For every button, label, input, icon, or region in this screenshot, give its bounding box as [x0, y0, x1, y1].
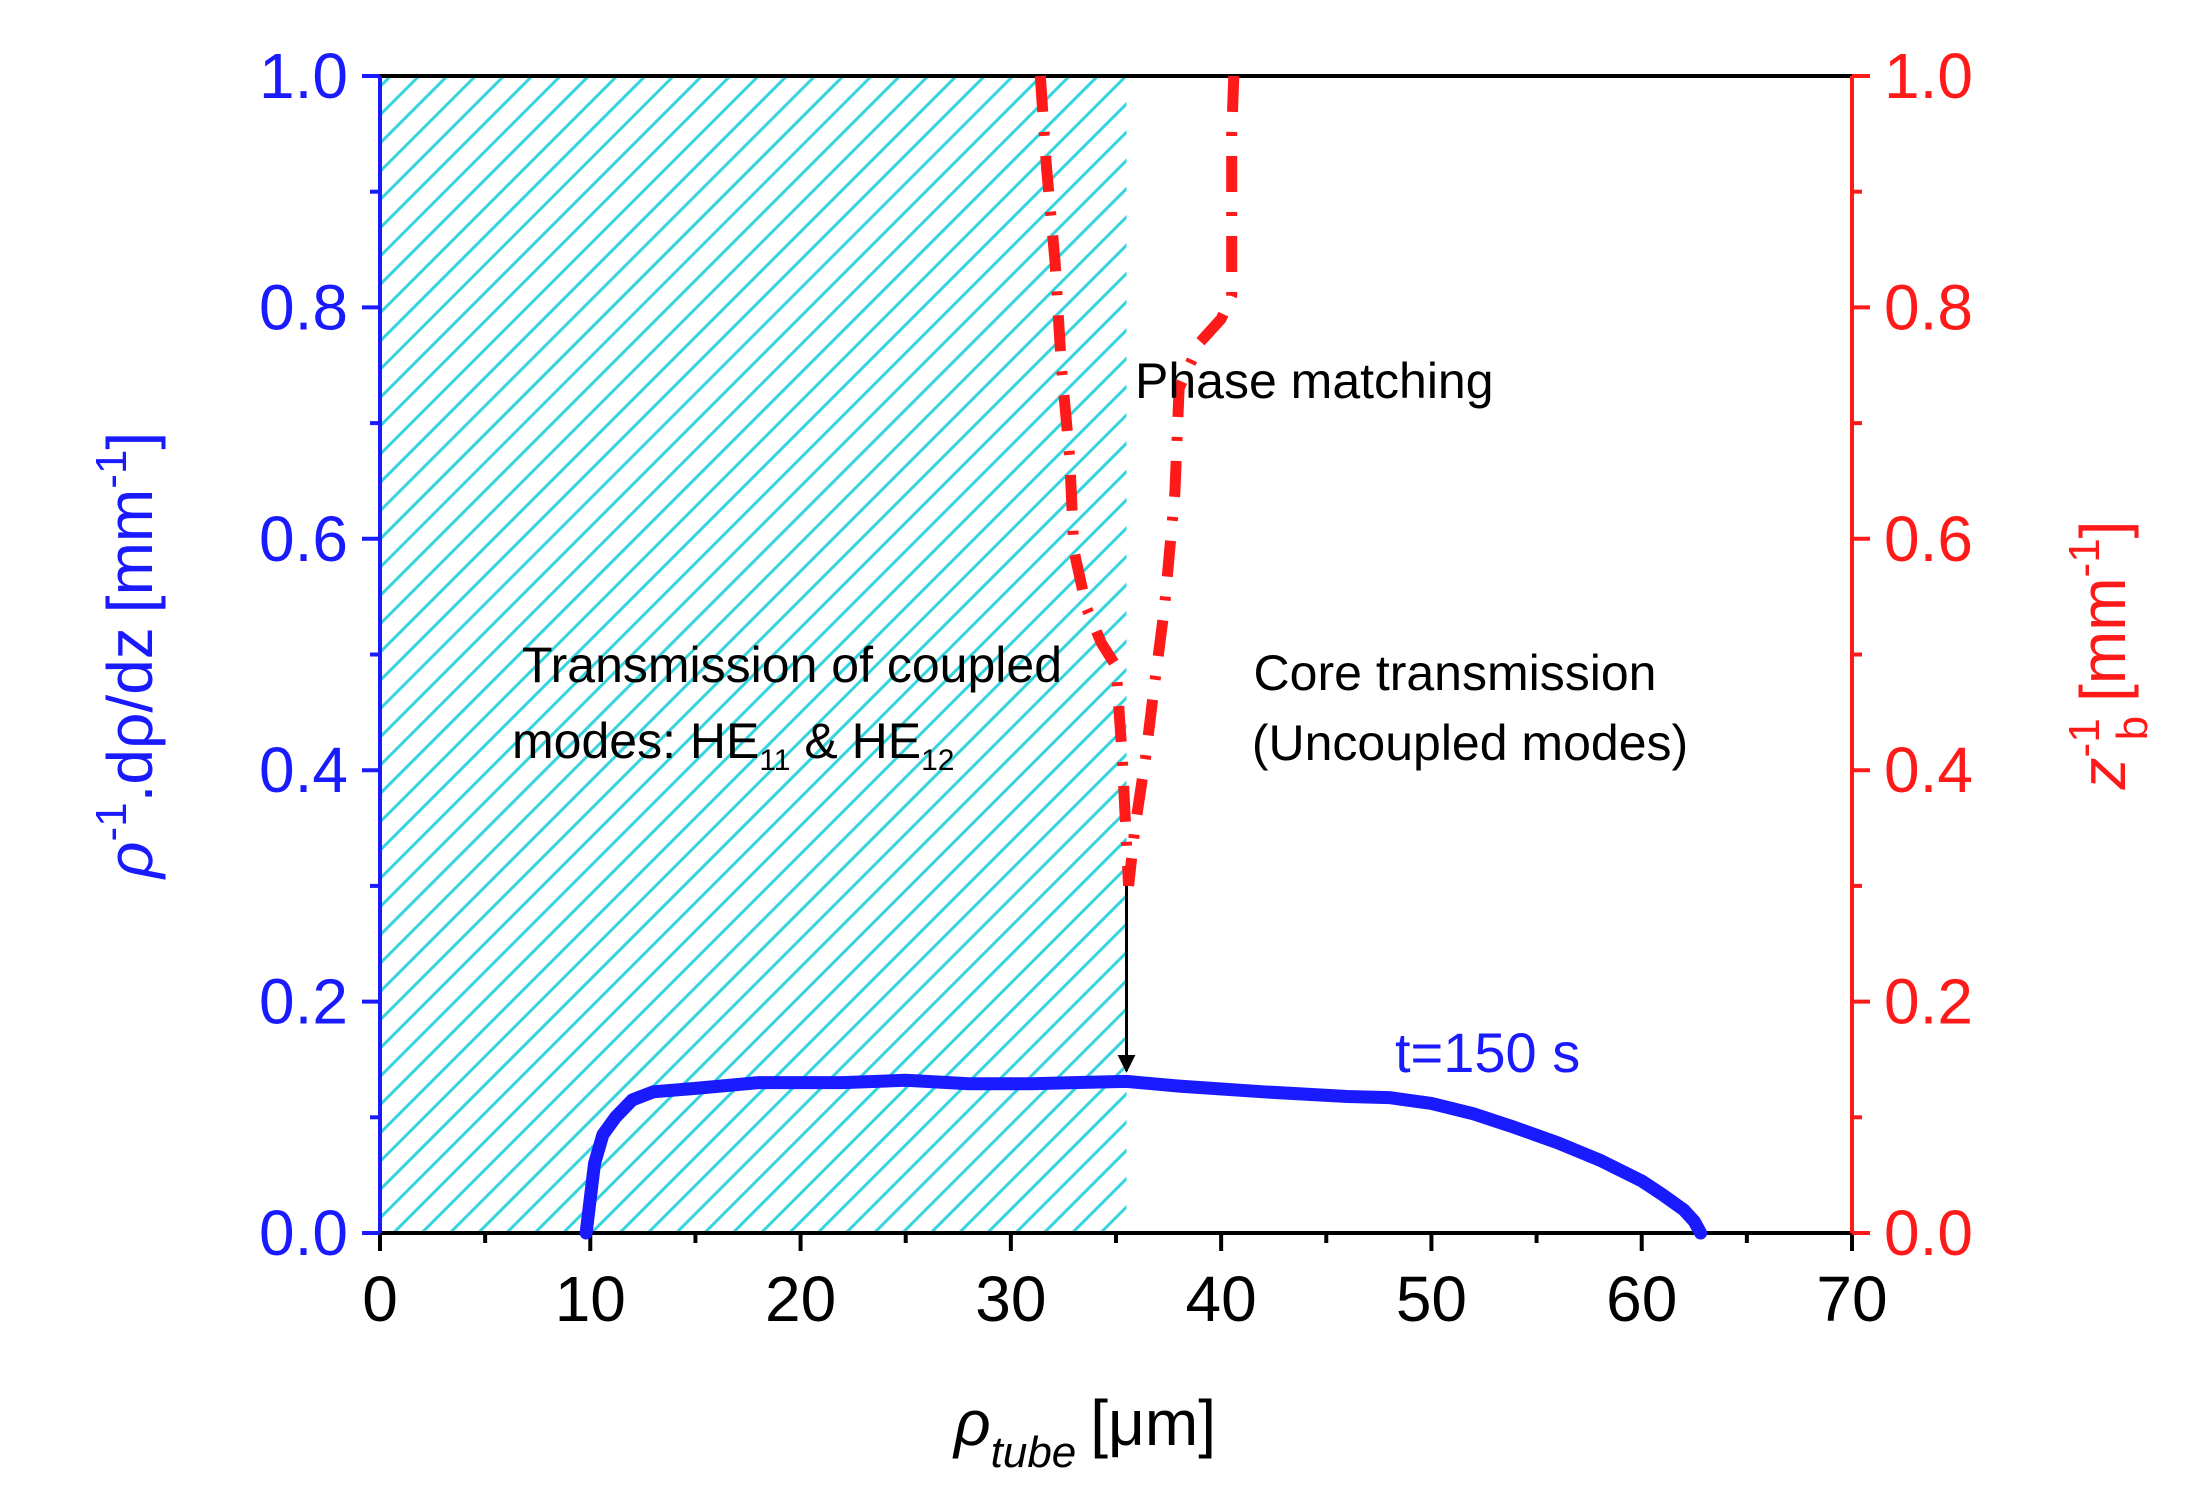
x-tick-label: 40 — [1186, 1263, 1257, 1335]
y-right-tick-label: 0.0 — [1884, 1197, 1973, 1269]
x-tick-label: 30 — [975, 1263, 1046, 1335]
y-right-title-unit-open: [mm — [2067, 577, 2139, 701]
coupled-modes-sub2: 12 — [921, 744, 954, 777]
y-right-tick-label: 0.2 — [1884, 966, 1973, 1038]
y-right-tick-label: 0.6 — [1884, 503, 1973, 575]
annotation-core-transmission-line1: Core transmission — [1254, 645, 1657, 701]
x-tick-label: 70 — [1816, 1263, 1887, 1335]
y-right-axis-title: z-1b[mm-1] — [2060, 521, 2157, 791]
y-right-tick-label: 0.8 — [1884, 271, 1973, 343]
x-tick-label: 10 — [555, 1263, 626, 1335]
y-left-tick-label: 0.0 — [259, 1197, 348, 1269]
series-layer — [579, 75, 1708, 1240]
y-right-title-unit-close: ] — [2067, 521, 2139, 539]
y-left-title-mid: .dρ/dz — [94, 627, 166, 802]
x-axis-title-unit: [μm] — [1090, 1387, 1216, 1459]
x-tick-label: 0 — [362, 1263, 398, 1335]
x-axis-ticks: 0 10 20 30 40 50 60 70 — [362, 1233, 1888, 1335]
y-left-title-unit-close: ] — [94, 432, 166, 450]
x-tick-label: 50 — [1396, 1263, 1467, 1335]
y-left-tick-label: 0.4 — [259, 734, 348, 806]
y-left-title-unit-open: [mm — [94, 489, 166, 613]
y-left-title-prefix: ρ — [94, 841, 166, 880]
y-left-title-unit-sup: -1 — [87, 450, 136, 489]
annotation-core-transmission-line2: (Uncoupled modes) — [1252, 715, 1688, 771]
coupled-modes-sub1: 11 — [759, 744, 790, 777]
y-left-axis-title: ρ-1.dρ/dz[mm-1] — [87, 432, 166, 880]
y-left-tick-label: 0.8 — [259, 271, 348, 343]
x-tick-label: 20 — [765, 1263, 836, 1335]
y-right-tick-label: 1.0 — [1884, 40, 1973, 112]
series-line-zb-inverse-2 — [1123, 75, 1240, 887]
annotation-coupled-modes-line2: modes: HE11 & HE12 — [512, 713, 954, 777]
annotation-coupled-modes-line1: Transmission of coupled — [522, 637, 1062, 693]
y-right-title-unit-sup: -1 — [2060, 538, 2109, 577]
y-right-title-sup: -1 — [2060, 718, 2109, 757]
x-axis-title-symbol: ρ — [952, 1387, 991, 1459]
y-left-tick-label: 0.6 — [259, 503, 348, 575]
y-right-title-sub: b — [2108, 716, 2157, 740]
y-right-tick-label: 0.4 — [1884, 734, 1973, 806]
series-label-t150: t=150 s — [1395, 1021, 1580, 1084]
y-left-axis-ticks: 0.0 0.2 0.4 0.6 0.8 1.0 — [259, 40, 380, 1269]
x-axis-title: ρtube [μm] — [952, 1387, 1216, 1477]
y-left-title-sup: -1 — [87, 802, 136, 841]
hatched-region-coupled-modes — [380, 76, 1127, 1233]
y-right-axis-ticks: 0.0 0.2 0.4 0.6 0.8 1.0 — [1852, 40, 1973, 1269]
annotation-phase-matching: Phase matching — [1135, 353, 1494, 409]
x-tick-label: 60 — [1606, 1263, 1677, 1335]
coupled-modes-prefix: modes: HE — [512, 713, 759, 769]
y-right-title-main: z — [2067, 757, 2139, 790]
series-line-t150 — [579, 1073, 1708, 1240]
coupled-modes-mid: & HE — [790, 713, 921, 769]
y-left-tick-label: 1.0 — [259, 40, 348, 112]
y-left-tick-label: 0.2 — [259, 966, 348, 1038]
x-axis-title-sub: tube — [991, 1428, 1077, 1477]
